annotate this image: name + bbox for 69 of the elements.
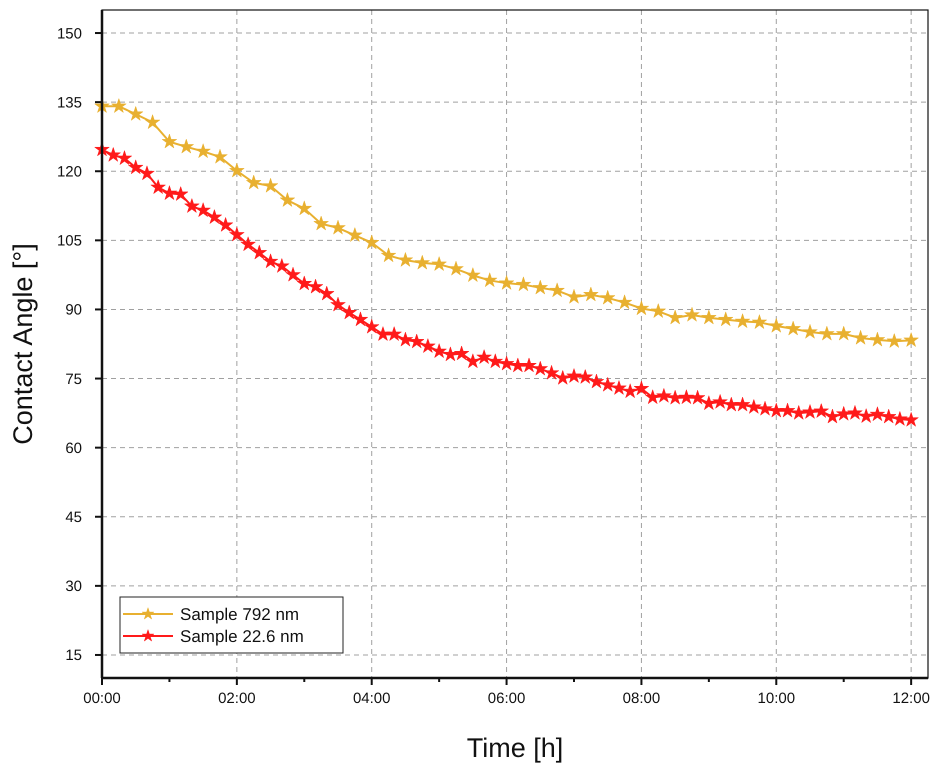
point	[668, 310, 683, 324]
point	[263, 178, 278, 192]
point	[768, 318, 784, 333]
y-tick-label: 90	[65, 302, 82, 319]
y-tick-label: 120	[56, 163, 82, 180]
point	[162, 134, 177, 148]
point	[178, 138, 194, 154]
point	[516, 276, 531, 292]
point	[550, 282, 565, 298]
point	[853, 330, 868, 344]
y-tick-label: 15	[65, 647, 82, 664]
point	[246, 174, 262, 190]
point	[347, 227, 362, 242]
point	[886, 333, 902, 348]
point	[532, 280, 548, 294]
point	[128, 106, 144, 121]
point	[802, 324, 818, 338]
point	[482, 272, 498, 287]
x-tick-label: 08:00	[622, 690, 660, 707]
point	[296, 200, 312, 216]
y-tick-label: 30	[65, 578, 82, 596]
point	[583, 286, 598, 302]
point	[414, 254, 430, 270]
x-tick-label: 10:00	[758, 690, 796, 707]
point	[786, 320, 801, 336]
x-tick-label: 00:00	[83, 690, 121, 707]
point	[465, 267, 480, 282]
y-tick-label: 105	[56, 232, 82, 250]
point	[836, 326, 852, 340]
legend-label: Sample 22.6 nm	[180, 626, 304, 646]
x-axis-title: Time [h]	[466, 733, 564, 763]
x-tick-label: 04:00	[352, 690, 390, 707]
point	[735, 313, 750, 328]
point	[212, 149, 228, 164]
point	[617, 294, 632, 310]
y-tick-label: 150	[56, 25, 82, 42]
y-axis-title: Contact Angle [°]	[8, 243, 38, 445]
point	[566, 289, 582, 304]
y-tick-label: 60	[65, 440, 82, 457]
point	[229, 162, 244, 178]
legend-label: Sample 792 nm	[180, 604, 300, 624]
x-tick-label: 12:00	[892, 690, 930, 707]
point	[752, 314, 767, 329]
point	[381, 248, 396, 262]
x-tick-label: 06:00	[488, 690, 526, 707]
point	[196, 143, 211, 158]
point	[600, 290, 616, 304]
y-tick-label: 75	[65, 370, 82, 388]
point	[364, 234, 380, 250]
x-tick-label: 02:00	[218, 690, 256, 707]
point	[684, 307, 700, 322]
point	[718, 312, 734, 326]
point	[701, 310, 716, 324]
point	[280, 192, 295, 207]
point	[499, 275, 514, 290]
point	[650, 303, 666, 318]
point	[904, 332, 919, 347]
y-tick-label: 45	[65, 509, 82, 526]
point	[634, 300, 649, 316]
point	[432, 256, 447, 271]
point	[819, 326, 834, 340]
point	[870, 332, 885, 346]
point	[448, 260, 464, 276]
y-tick-label: 135	[56, 94, 82, 112]
point	[145, 114, 160, 129]
point	[330, 220, 346, 234]
point	[314, 216, 329, 230]
point	[111, 98, 126, 113]
point	[398, 252, 413, 267]
